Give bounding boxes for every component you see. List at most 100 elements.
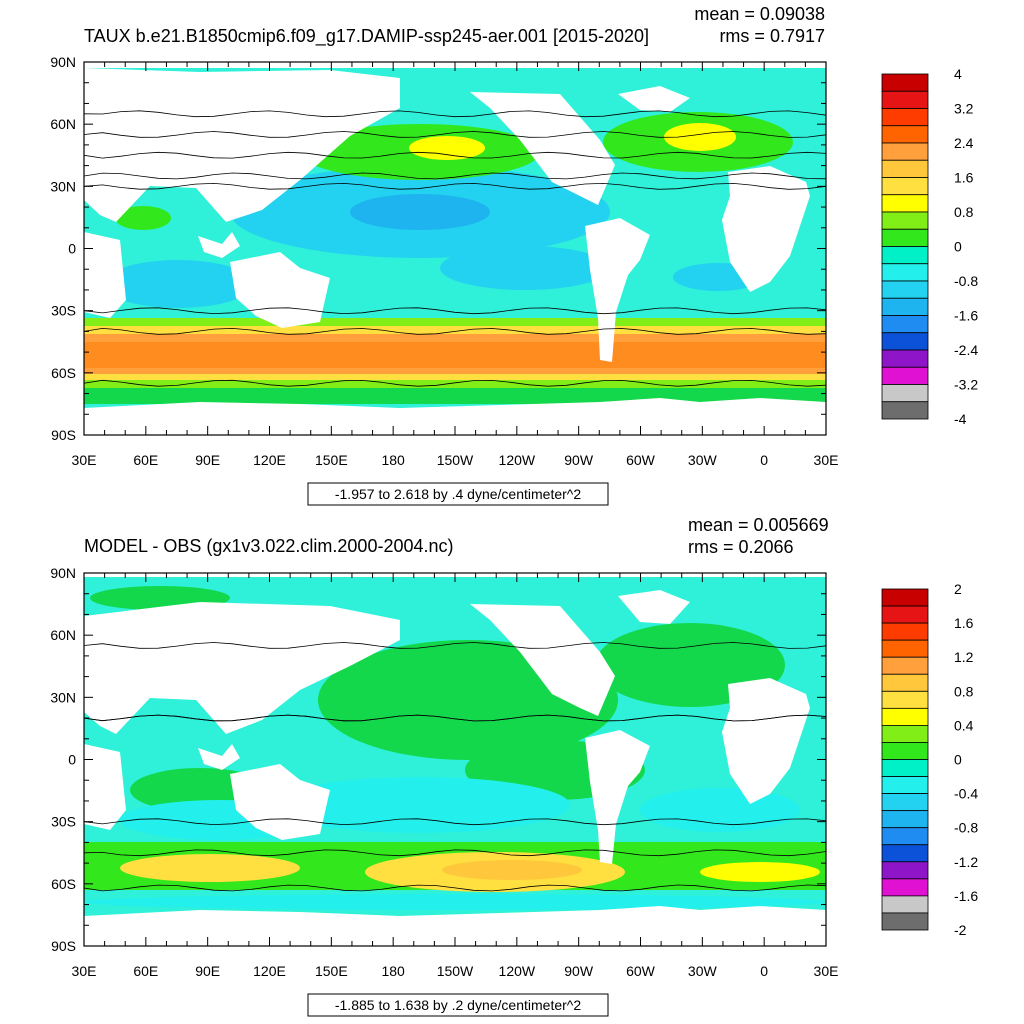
panel-2-south-pacific-cyan xyxy=(270,777,570,833)
panel-2-antarctic-coast-cyan xyxy=(85,894,825,910)
panel-1-x-tick-label: 90W xyxy=(564,452,594,468)
panel-2-x-tick-label: 150E xyxy=(315,963,348,979)
panel-1-colorbar-box xyxy=(881,125,929,144)
panel-1-rms: rms = 0.7917 xyxy=(719,26,825,46)
panel-2-colorbar-box xyxy=(881,656,929,675)
panel-2-mean: mean = 0.005669 xyxy=(688,515,829,535)
panel-1-y-tick-label: 30S xyxy=(51,303,76,319)
panel-1-colorbar-box xyxy=(881,159,929,178)
panel-1-y-tick-label: 90N xyxy=(50,54,76,70)
panel-1-colorbar-box xyxy=(881,349,929,368)
panel-1-contour-line xyxy=(84,307,826,315)
panel-1-colorbar-box xyxy=(881,263,929,282)
panel-2-colorbar-box xyxy=(881,742,929,760)
panel-2-y-tick-label: 0 xyxy=(68,752,76,768)
panel-2: MODEL - OBS (gx1v3.022.clim.2000-2004.nc… xyxy=(50,515,978,1017)
panel-2-colorbar-box xyxy=(881,810,929,829)
panel-1-colorbar-box xyxy=(881,246,929,265)
panel-2-colorbar-box xyxy=(881,912,929,931)
panel-1-colorbar-box xyxy=(881,384,929,403)
panel-1-contour-line xyxy=(84,379,826,387)
panel-2-colorbar-label: 0.4 xyxy=(954,717,974,733)
panel-1-range-box xyxy=(307,482,609,506)
panel-2-colorbar-label: -0.8 xyxy=(954,820,978,836)
panel-1-colorbar-box xyxy=(881,108,929,127)
panel-1-colorbar-box xyxy=(881,73,929,92)
panel-1-contour-line xyxy=(84,151,826,159)
panel-2-colorbar-box xyxy=(881,861,929,880)
panel-2-contours xyxy=(84,642,826,892)
panel-1-colorbar-label: 4 xyxy=(954,66,962,82)
panel-2-range-label: -1.885 to 1.638 by .2 dyne/centimeter^2 xyxy=(307,993,609,1017)
panel-2-colorbar: 2 1.6 1.2 0.8 0.4 0 -0.4 -0.8 -1.2 -1.6 -2 xyxy=(881,581,978,938)
panel-2-plot-area xyxy=(84,573,826,946)
panel-1-x-tick-label: 90E xyxy=(195,452,220,468)
panel-2-y-tick-label: 90N xyxy=(50,565,76,581)
panel-1-x-tick-label: 30W xyxy=(688,452,718,468)
panel-1-colorbar-box xyxy=(881,366,929,385)
panel-2-x-tick-label: 180 xyxy=(381,963,405,979)
panel-2-y-tick-label: 30S xyxy=(51,814,76,830)
panel-1-x-ticks: 30E 60E 90E 120E 150E 180 150W 120W 90W 60W 30W 0 30… xyxy=(72,62,839,468)
panel-2-x-tick-label: 60W xyxy=(626,963,656,979)
panel-2-colorbar-box xyxy=(881,827,929,846)
panel-1-y-tick-label: 60N xyxy=(50,116,76,132)
panel-2-y-tick-label: 90S xyxy=(51,938,76,954)
panel-1-x-tick-label: 120W xyxy=(499,452,536,468)
panel-1-x-tick-label: 150W xyxy=(437,452,474,468)
panel-2-x-tick-label: 120W xyxy=(499,963,536,979)
panel-2-contour-line xyxy=(84,818,826,826)
panel-2-colorbar-label: -0.4 xyxy=(954,786,978,802)
panel-2-colorbar-label: -1.6 xyxy=(954,888,978,904)
panel-2-colorbar-box xyxy=(881,588,929,607)
panel-1-colorbar-box xyxy=(881,194,929,213)
panel-1-x-tick-label: 0 xyxy=(760,452,768,468)
panel-2-colorbar-box xyxy=(881,759,929,777)
panel-1-x-tick-label: 150E xyxy=(315,452,348,468)
panel-2-colorbar-box xyxy=(881,605,929,624)
panel-1-range-label: -1.957 to 2.618 by .4 dyne/centimeter^2 xyxy=(307,482,609,506)
panel-1-y-tick-label: 90S xyxy=(51,427,76,443)
panel-2-x-tick-label: 0 xyxy=(760,963,768,979)
panel-2-colorbar-label: -1.2 xyxy=(954,854,978,870)
panel-2-rms: rms = 0.2066 xyxy=(688,537,794,557)
panel-2-colorbar-box xyxy=(881,895,929,914)
panel-2-colorbar-box xyxy=(881,725,929,743)
panel-1-colorbar-label: 2.4 xyxy=(954,135,974,151)
panel-1-colorbar-label: 3.2 xyxy=(954,101,974,117)
panel-1-land xyxy=(84,62,826,435)
panel-1-colorbar-label: -0.8 xyxy=(954,273,978,289)
panel-1-colorbar-box xyxy=(881,211,929,230)
panel-2-southern-band-yellow-west xyxy=(120,854,300,882)
panel-1: TAUX b.e21.B1850cmip6.f09_g17.DAMIP-ssp2… xyxy=(50,4,978,506)
panel-1-colorbar: 4 3.2 2.4 1.6 0.8 0 -0.8 -1.6 -2.4 -3.2 -4 xyxy=(881,66,978,427)
panel-2-colorbar-label: 2 xyxy=(954,581,962,597)
panel-1-y-ticks: 90N 60N 30N 0 30S 60S 90S xyxy=(50,54,826,443)
panel-2-contour-line xyxy=(84,849,826,857)
panel-1-colorbar-box xyxy=(881,280,929,299)
panel-2-y-tick-label: 60N xyxy=(50,627,76,643)
panel-2-x-tick-label: 90E xyxy=(195,963,220,979)
panel-2-x-tick-label: 90W xyxy=(564,963,594,979)
panel-2-southern-band-orange xyxy=(442,860,582,880)
panel-1-contour-line xyxy=(84,172,826,180)
panel-2-colorbar-label: 1.2 xyxy=(954,649,974,665)
panel-1-south-pacific-trade xyxy=(440,246,610,290)
panel-2-x-tick-label: 120E xyxy=(253,963,286,979)
panel-1-indian-trade xyxy=(103,260,253,308)
panel-1-colorbar-box xyxy=(881,297,929,316)
panel-2-colorbar-label: -2 xyxy=(954,922,967,938)
panel-1-contour-line xyxy=(84,110,826,118)
panel-1-colorbar-box xyxy=(881,90,929,109)
panel-1-southern-band-core xyxy=(84,342,826,368)
panel-2-colorbar-box xyxy=(881,878,929,897)
panel-1-x-tick-label: 30E xyxy=(814,452,839,468)
panel-1-plot-area xyxy=(84,62,826,435)
panel-1-colorbar-label: -3.2 xyxy=(954,377,978,393)
panel-1-mean: mean = 0.09038 xyxy=(694,4,825,24)
panel-2-colorbar-label: 0 xyxy=(954,752,962,768)
panel-2-x-tick-label: 60E xyxy=(133,963,158,979)
panel-1-range-text: -1.957 to 2.618 by .4 dyne/centimeter^2 xyxy=(335,486,581,502)
panel-2-colorbar-box xyxy=(881,776,929,794)
panel-2-colorbar-box xyxy=(881,673,929,692)
